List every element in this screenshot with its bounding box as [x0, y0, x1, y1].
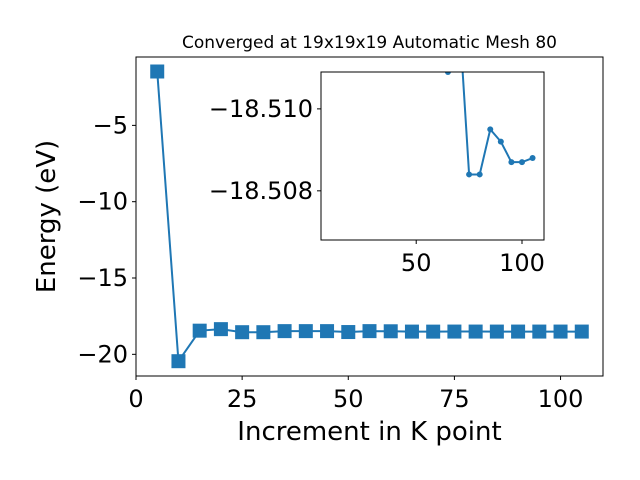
y-tick-label: −15: [77, 264, 128, 292]
data-marker: [341, 325, 356, 340]
data-marker: [426, 324, 441, 339]
data-marker: [487, 126, 494, 133]
x-tick-label: 100: [538, 385, 584, 413]
data-marker: [444, 72, 451, 75]
data-marker: [362, 324, 377, 339]
data-marker: [447, 324, 462, 339]
data-marker: [256, 325, 271, 340]
axes-frame: [320, 71, 545, 241]
data-marker: [553, 324, 568, 339]
data-marker: [404, 324, 419, 339]
x-tick-label: 50: [401, 249, 432, 277]
data-marker: [277, 324, 292, 339]
data-marker: [508, 159, 515, 166]
plot-area: [150, 64, 589, 369]
data-marker: [320, 324, 335, 339]
y-axis-label: Energy (eV): [32, 140, 62, 293]
data-marker: [150, 64, 165, 79]
data-marker: [489, 324, 504, 339]
x-tick-label: 25: [227, 385, 258, 413]
x-tick-label: 75: [439, 385, 470, 413]
data-marker: [171, 354, 186, 369]
plot-area: [444, 72, 536, 178]
data-marker: [574, 324, 589, 339]
x-axis-label: Increment in K point: [237, 417, 501, 447]
data-marker: [213, 322, 228, 337]
data-marker: [235, 325, 250, 340]
x-tick-label: 100: [499, 249, 545, 277]
x-tick-label: 50: [333, 385, 364, 413]
data-marker: [497, 138, 504, 145]
data-marker: [529, 155, 536, 162]
data-marker: [511, 324, 526, 339]
data-marker: [466, 171, 473, 178]
axes-background: [321, 72, 544, 240]
data-marker: [532, 324, 547, 339]
data-marker: [298, 324, 313, 339]
data-marker: [383, 324, 398, 339]
y-tick-label: −5: [93, 111, 128, 139]
y-tick-label: −10: [77, 188, 128, 216]
y-tick-label: −18.510: [209, 95, 313, 123]
axes-frame: [135, 56, 604, 377]
y-tick-label: −20: [77, 340, 128, 368]
data-marker: [192, 323, 207, 338]
data-marker: [476, 171, 483, 178]
x-tick-label: 0: [128, 385, 143, 413]
data-marker: [518, 159, 525, 166]
y-tick-label: −18.508: [209, 177, 313, 205]
chart-title: Converged at 19x19x19 Automatic Mesh 80: [182, 33, 557, 53]
data-marker: [468, 324, 483, 339]
